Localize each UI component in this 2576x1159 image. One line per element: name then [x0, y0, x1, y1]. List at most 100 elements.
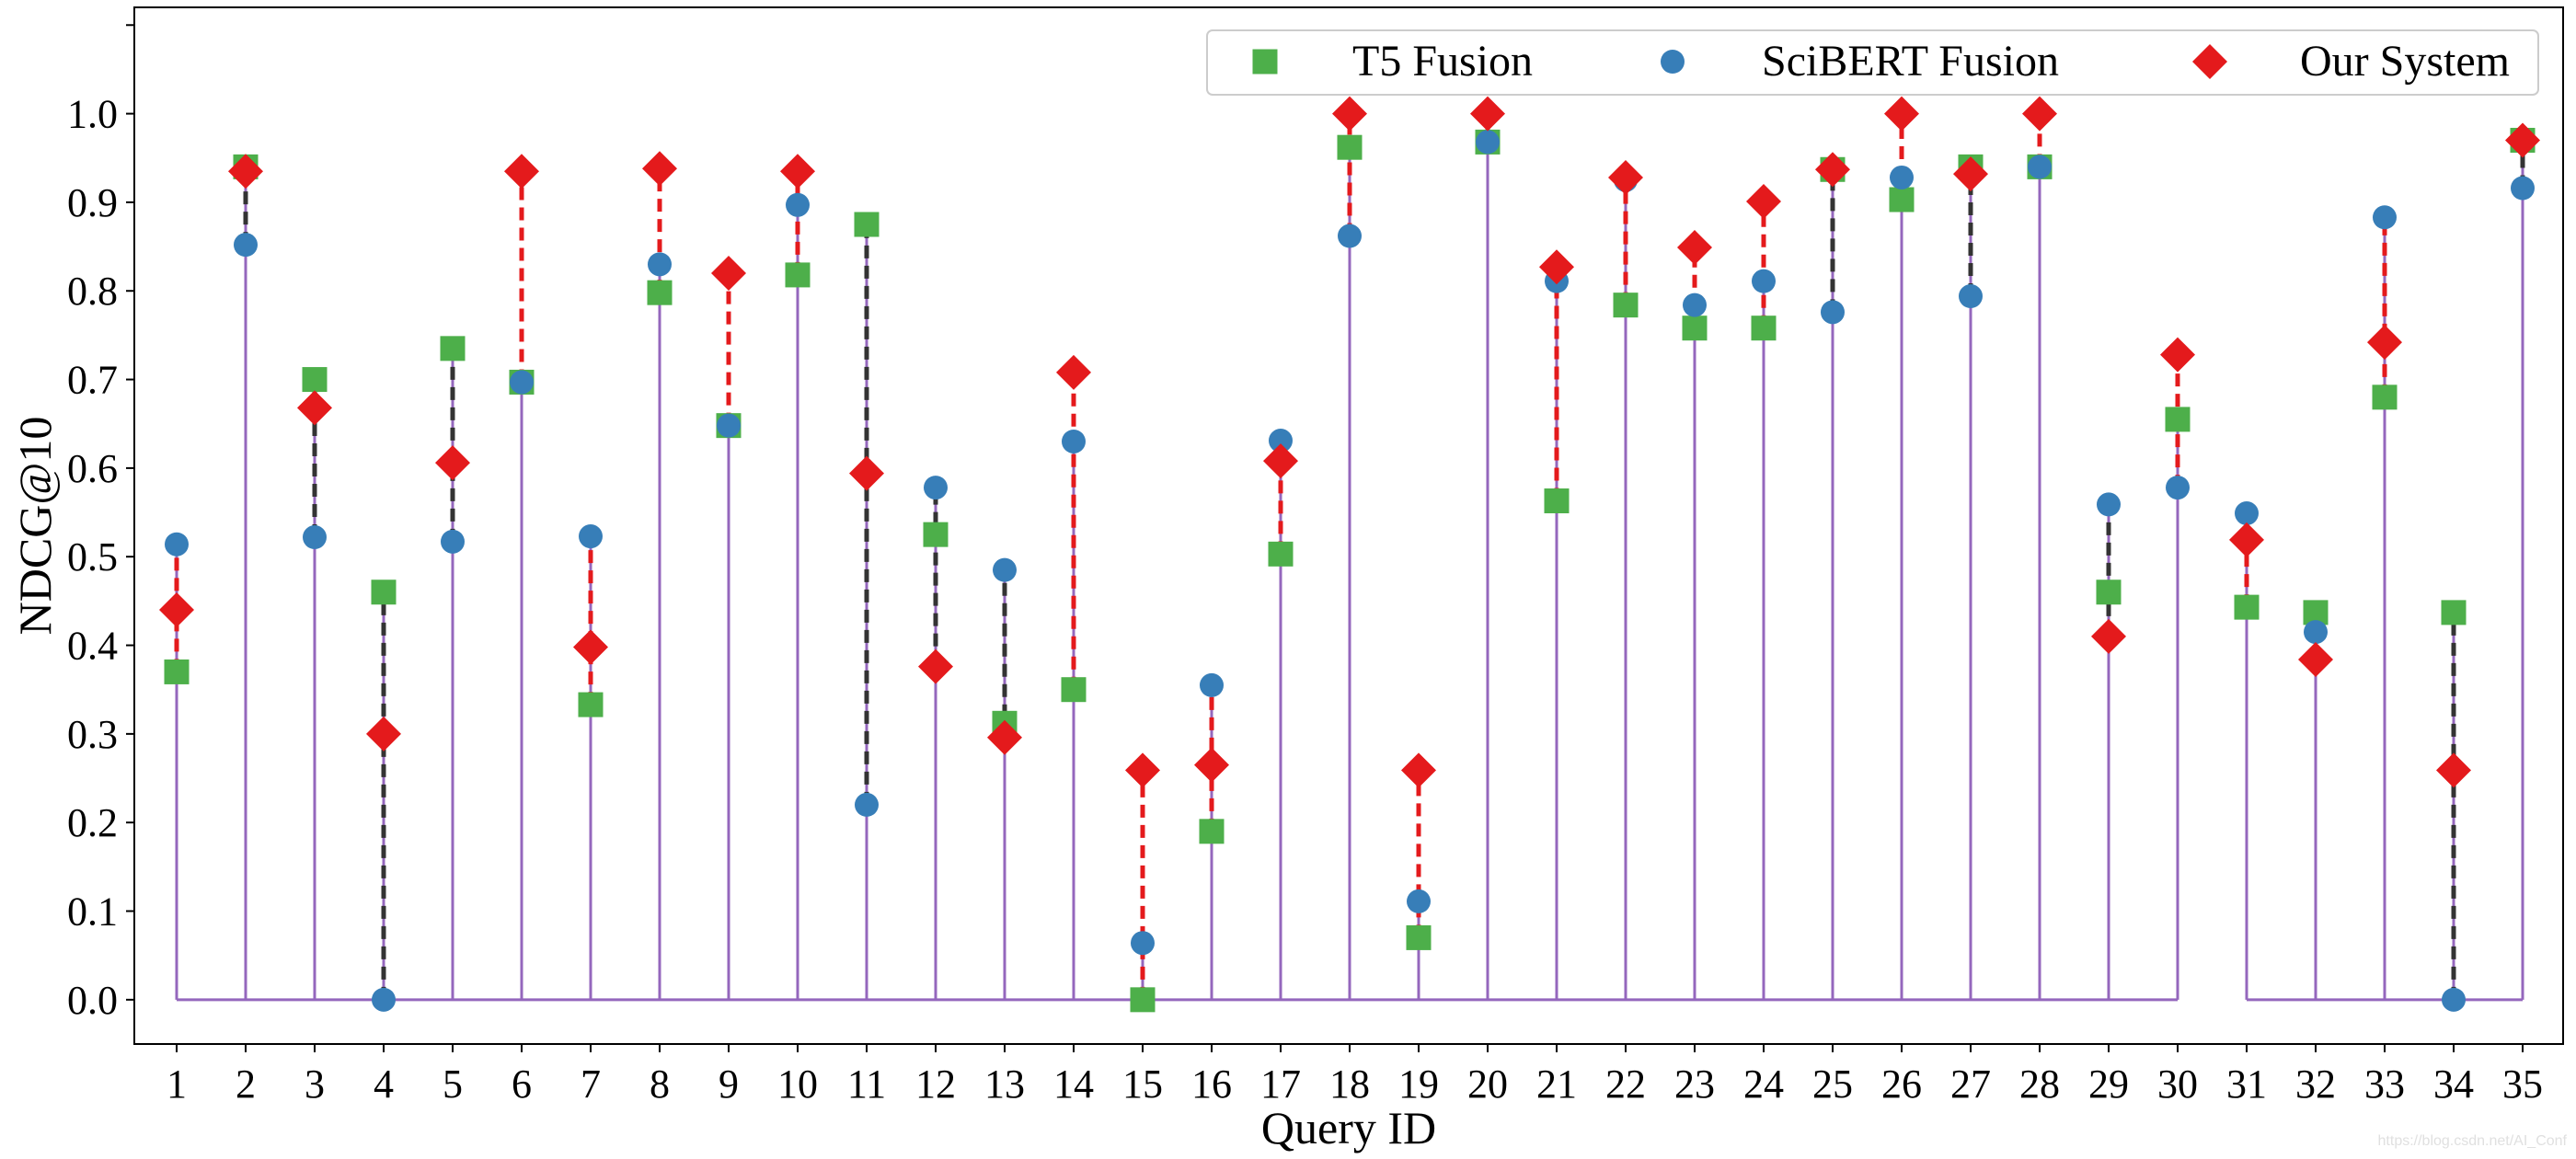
- our-system-marker: [1332, 96, 1367, 132]
- scibert-marker: [1269, 429, 1293, 453]
- t5-marker: [1406, 924, 1432, 950]
- x-tick-label: 29: [2088, 1061, 2129, 1107]
- our-system-marker: [1194, 747, 1229, 783]
- x-tick-label: 28: [2019, 1061, 2060, 1107]
- x-tick-label: 20: [1467, 1061, 1508, 1107]
- scibert-marker: [165, 532, 189, 557]
- scibert-marker: [2166, 476, 2190, 500]
- x-tick-label: 33: [2364, 1061, 2405, 1107]
- x-tick-label: 8: [650, 1061, 670, 1107]
- t5-marker: [2372, 384, 2398, 410]
- x-tick-label: 35: [2502, 1061, 2543, 1107]
- legend-our-system-marker: [2192, 44, 2227, 79]
- t5-marker: [785, 262, 811, 288]
- x-tick-label: 6: [512, 1061, 532, 1107]
- y-axis-label: NDCG@10: [9, 417, 61, 636]
- x-tick-label: 26: [1881, 1061, 1922, 1107]
- t5-marker: [1199, 819, 1225, 844]
- legend: T5 Fusion SciBERT Fusion Our System: [1206, 29, 2539, 96]
- t5-marker: [1751, 316, 1777, 341]
- our-system-marker: [297, 390, 332, 426]
- y-tick-label: 0.4: [67, 624, 118, 669]
- legend-label: T5 Fusion: [1352, 37, 1533, 86]
- scibert-marker: [2028, 155, 2052, 179]
- legend-label: SciBERT Fusion: [1762, 37, 2059, 86]
- scibert-marker: [2304, 620, 2328, 645]
- t5-marker: [1130, 987, 1156, 1013]
- scibert-marker: [1062, 429, 1086, 453]
- our-system-marker: [2298, 641, 2333, 677]
- scibert-marker: [234, 233, 258, 258]
- x-tick-label: 22: [1605, 1061, 1646, 1107]
- scibert-marker: [786, 192, 810, 217]
- our-system-marker: [642, 151, 677, 187]
- our-system-marker: [1539, 249, 1574, 285]
- our-system-marker: [711, 255, 746, 291]
- x-tick-label: 4: [374, 1061, 394, 1107]
- our-system-marker: [2160, 337, 2195, 373]
- x-tick-label: 13: [984, 1061, 1025, 1107]
- x-tick-label: 10: [777, 1061, 818, 1107]
- scibert-marker: [303, 525, 327, 550]
- y-tick-label: 0.7: [67, 358, 118, 403]
- our-system-marker: [366, 716, 401, 752]
- scibert-marker: [2373, 205, 2397, 230]
- scibert-marker: [1476, 130, 1500, 155]
- x-tick-label: 2: [236, 1061, 256, 1107]
- x-tick-label: 32: [2295, 1061, 2336, 1107]
- our-system-marker: [780, 154, 815, 189]
- scibert-marker: [2097, 492, 2121, 517]
- legend-box: [1206, 29, 2539, 96]
- x-tick-label: 5: [443, 1061, 463, 1107]
- x-tick-label: 24: [1743, 1061, 1784, 1107]
- t5-marker: [1682, 316, 1708, 341]
- t5-marker: [1613, 293, 1639, 318]
- x-tick-label: 1: [167, 1061, 187, 1107]
- our-system-marker: [1677, 230, 1712, 266]
- y-tick-label: 0.2: [67, 800, 118, 845]
- y-tick-label: 0.3: [67, 712, 118, 757]
- our-system-marker: [1815, 152, 1850, 188]
- t5-marker: [1268, 541, 1294, 567]
- y-tick-label: 0.5: [67, 534, 118, 580]
- x-tick-label: 23: [1674, 1061, 1715, 1107]
- x-tick-label: 16: [1191, 1061, 1232, 1107]
- x-tick-label: 14: [1053, 1061, 1094, 1107]
- our-system-marker: [2022, 96, 2057, 132]
- our-system-marker: [2367, 325, 2402, 361]
- legend-t5-marker: [1252, 49, 1278, 75]
- t5-marker: [1061, 677, 1087, 703]
- scibert-marker: [372, 987, 396, 1012]
- our-system-marker: [1401, 752, 1436, 788]
- scibert-marker: [1200, 672, 1224, 697]
- legend-label: Our System: [2300, 37, 2510, 86]
- scibert-marker: [2442, 987, 2466, 1012]
- our-system-marker: [2229, 522, 2264, 557]
- x-tick-label: 25: [1812, 1061, 1853, 1107]
- our-system-marker: [228, 154, 263, 189]
- our-system-marker: [1056, 354, 1091, 390]
- our-system-marker: [504, 154, 539, 189]
- t5-marker: [578, 692, 604, 717]
- t5-marker: [2096, 580, 2122, 605]
- our-system-marker: [1746, 183, 1781, 219]
- x-tick-label: 12: [915, 1061, 956, 1107]
- t5-marker: [1337, 134, 1363, 160]
- scibert-marker: [510, 370, 534, 395]
- t5-marker: [2165, 407, 2191, 432]
- our-system-marker: [849, 455, 884, 491]
- scibert-marker: [441, 529, 465, 554]
- x-tick-label: 27: [1950, 1061, 1991, 1107]
- scibert-marker: [1683, 293, 1707, 317]
- scibert-marker: [2511, 176, 2535, 201]
- x-tick-label: 34: [2433, 1061, 2474, 1107]
- our-system-marker: [987, 719, 1022, 755]
- x-tick-label: 11: [847, 1061, 886, 1107]
- t5-marker: [1889, 187, 1915, 212]
- t5-marker: [854, 212, 880, 237]
- y-tick-label: 0.9: [67, 180, 118, 225]
- x-tick-label: 19: [1398, 1061, 1439, 1107]
- our-system-marker: [2436, 752, 2471, 788]
- our-system-marker: [1884, 96, 1919, 132]
